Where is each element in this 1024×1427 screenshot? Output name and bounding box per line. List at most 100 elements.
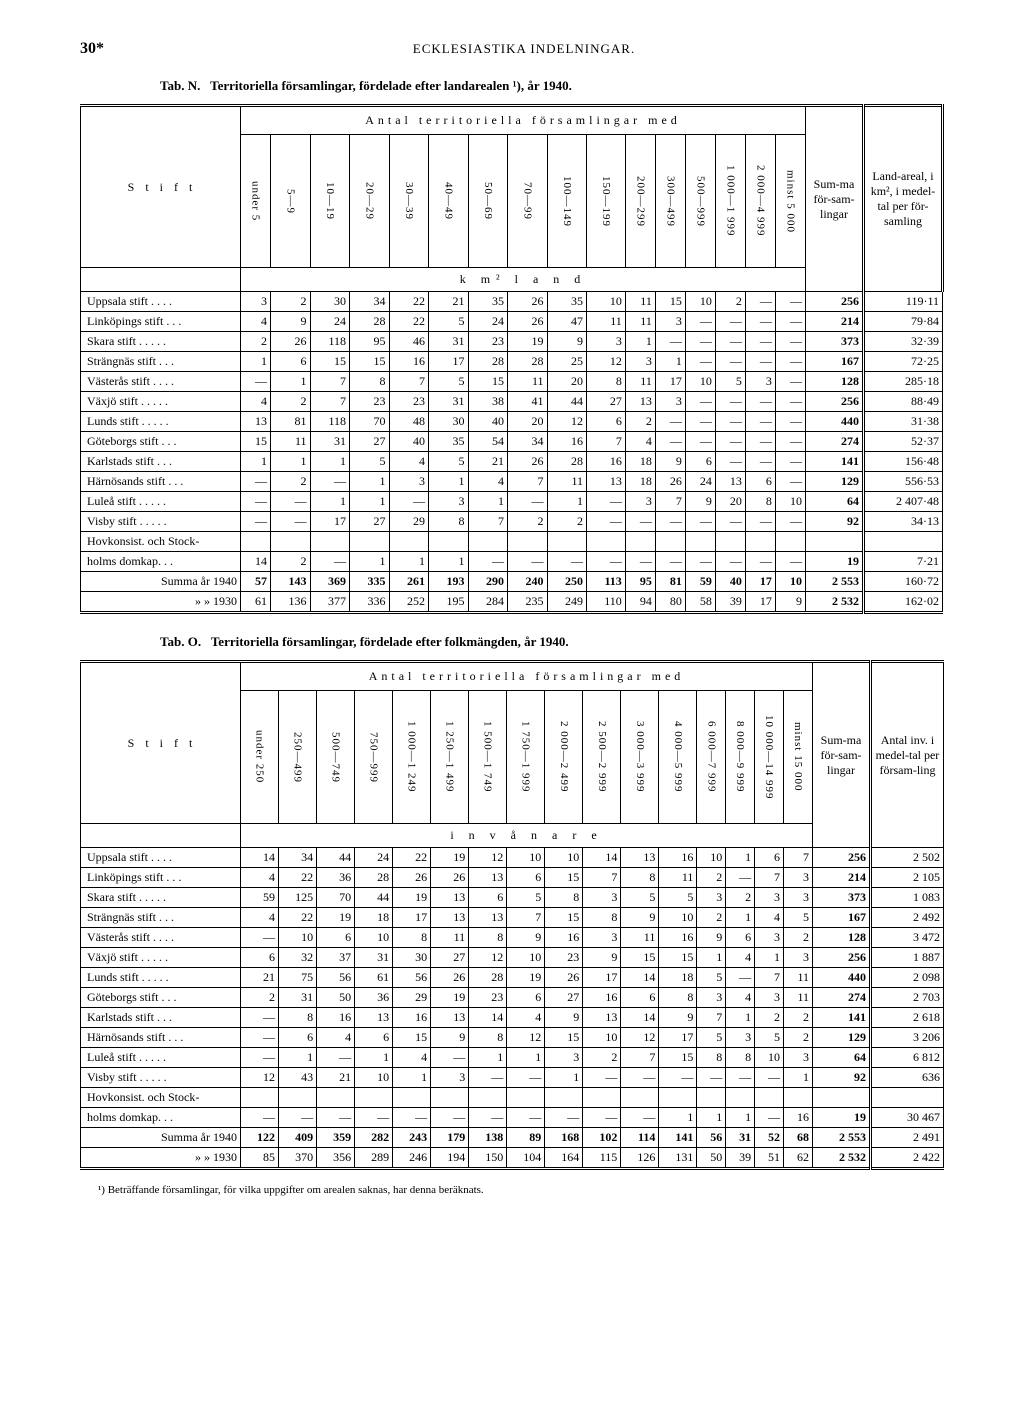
cell: 16 [547,432,587,452]
cell: 17 [659,1028,697,1048]
cell: — [271,512,311,532]
cell: — [507,1108,545,1128]
cell [279,1088,317,1108]
cell: 14 [241,552,271,572]
row-label: holms domkap. . . [81,552,241,572]
col-header: 2 000—2 499 [545,691,583,824]
col-header: minst 15 000 [784,691,813,824]
cell: — [241,1108,279,1128]
cell: 23 [468,332,508,352]
cell: 1 [545,1068,583,1088]
cell: 34 [279,848,317,868]
cell: 5 [429,452,469,472]
sum-label: Summa år 1940 [81,1128,241,1148]
cell: — [310,552,350,572]
cell: 16 [659,928,697,948]
sum-cell: 50 [697,1148,726,1169]
table-o: S t i f t Antal territoriella församling… [80,660,944,1170]
cell: 56 [317,968,355,988]
super-header: Antal territoriella församlingar med [241,662,813,691]
unit-label: k m² l a n d [241,268,806,292]
cell: — [547,552,587,572]
cell: 12 [621,1028,659,1048]
cell: 35 [547,292,587,312]
cell: 1 [271,372,311,392]
cell: 28 [355,868,393,888]
cell [697,1088,726,1108]
cell: 9 [685,492,715,512]
row-label: Göteborgs stift . . . [81,432,241,452]
cell: 3 [745,372,775,392]
sum-cell: 138 [469,1128,507,1148]
cell: 11 [508,372,548,392]
cell: 5 [697,968,726,988]
cell: 3 [429,492,469,512]
row-sum: 256 [813,848,871,868]
cell [625,532,655,552]
cell: 15 [545,1028,583,1048]
sum-cell: 141 [659,1128,697,1148]
cell: — [241,372,271,392]
cell: — [715,452,745,472]
sum-right: 160·72 [864,572,943,592]
row-label: Skara stift . . . . . [81,888,241,908]
sum-header: Sum-ma för-sam-lingar [806,106,864,292]
cell: 30 [310,292,350,312]
row-label: Härnösands stift . . . [81,472,241,492]
cell: — [507,1068,545,1088]
cell: 6 [685,452,715,472]
cell: 15 [545,908,583,928]
col-header: 750—999 [355,691,393,824]
running-head: ECKLESIASTIKA INDELNINGAR. [104,41,944,57]
row-label: Karlstads stift . . . [81,452,241,472]
sum-cell: 261 [389,572,429,592]
cell: 6 [621,988,659,1008]
cell: 13 [469,868,507,888]
cell: 1 [784,1068,813,1088]
cell: 1 [241,352,271,372]
row-right: 6 812 [871,1048,944,1068]
cell: 1 [726,1108,755,1128]
cell: — [587,512,626,532]
cell: 5 [659,888,697,908]
cell [350,532,390,552]
cell: 1 [726,1008,755,1028]
cell: — [655,432,685,452]
cell: 19 [431,988,469,1008]
cell: 11 [625,312,655,332]
cell: — [241,512,271,532]
cell: — [775,412,805,432]
cell: 8 [726,1048,755,1068]
cell: 2 [271,552,311,572]
cell: — [745,392,775,412]
sum-cell: 115 [583,1148,621,1169]
cell: — [775,392,805,412]
cell: — [685,392,715,412]
sum-cell: 17 [745,592,775,613]
cell: 12 [547,412,587,432]
cell: — [583,1108,621,1128]
cell: — [726,968,755,988]
sum-cell: 80 [655,592,685,613]
cell: 9 [583,948,621,968]
col-header: under 5 [241,135,271,268]
row-label: Linköpings stift . . . [81,312,241,332]
cell: 9 [507,928,545,948]
cell: 12 [469,948,507,968]
cell: 4 [726,948,755,968]
cell: 10 [545,848,583,868]
row-label: Skara stift . . . . . [81,332,241,352]
cell: 15 [393,1028,431,1048]
cell: — [625,512,655,532]
cell [715,532,745,552]
row-label: Strängnäs stift . . . [81,352,241,372]
cell: — [587,552,626,572]
cell: 4 [241,392,271,412]
cell: 2 [241,988,279,1008]
sum-cell: 369 [310,572,350,592]
cell: 36 [317,868,355,888]
cell: 7 [468,512,508,532]
sum-right: 2 422 [871,1148,944,1169]
cell: — [241,1008,279,1028]
row-sum: 256 [813,948,871,968]
